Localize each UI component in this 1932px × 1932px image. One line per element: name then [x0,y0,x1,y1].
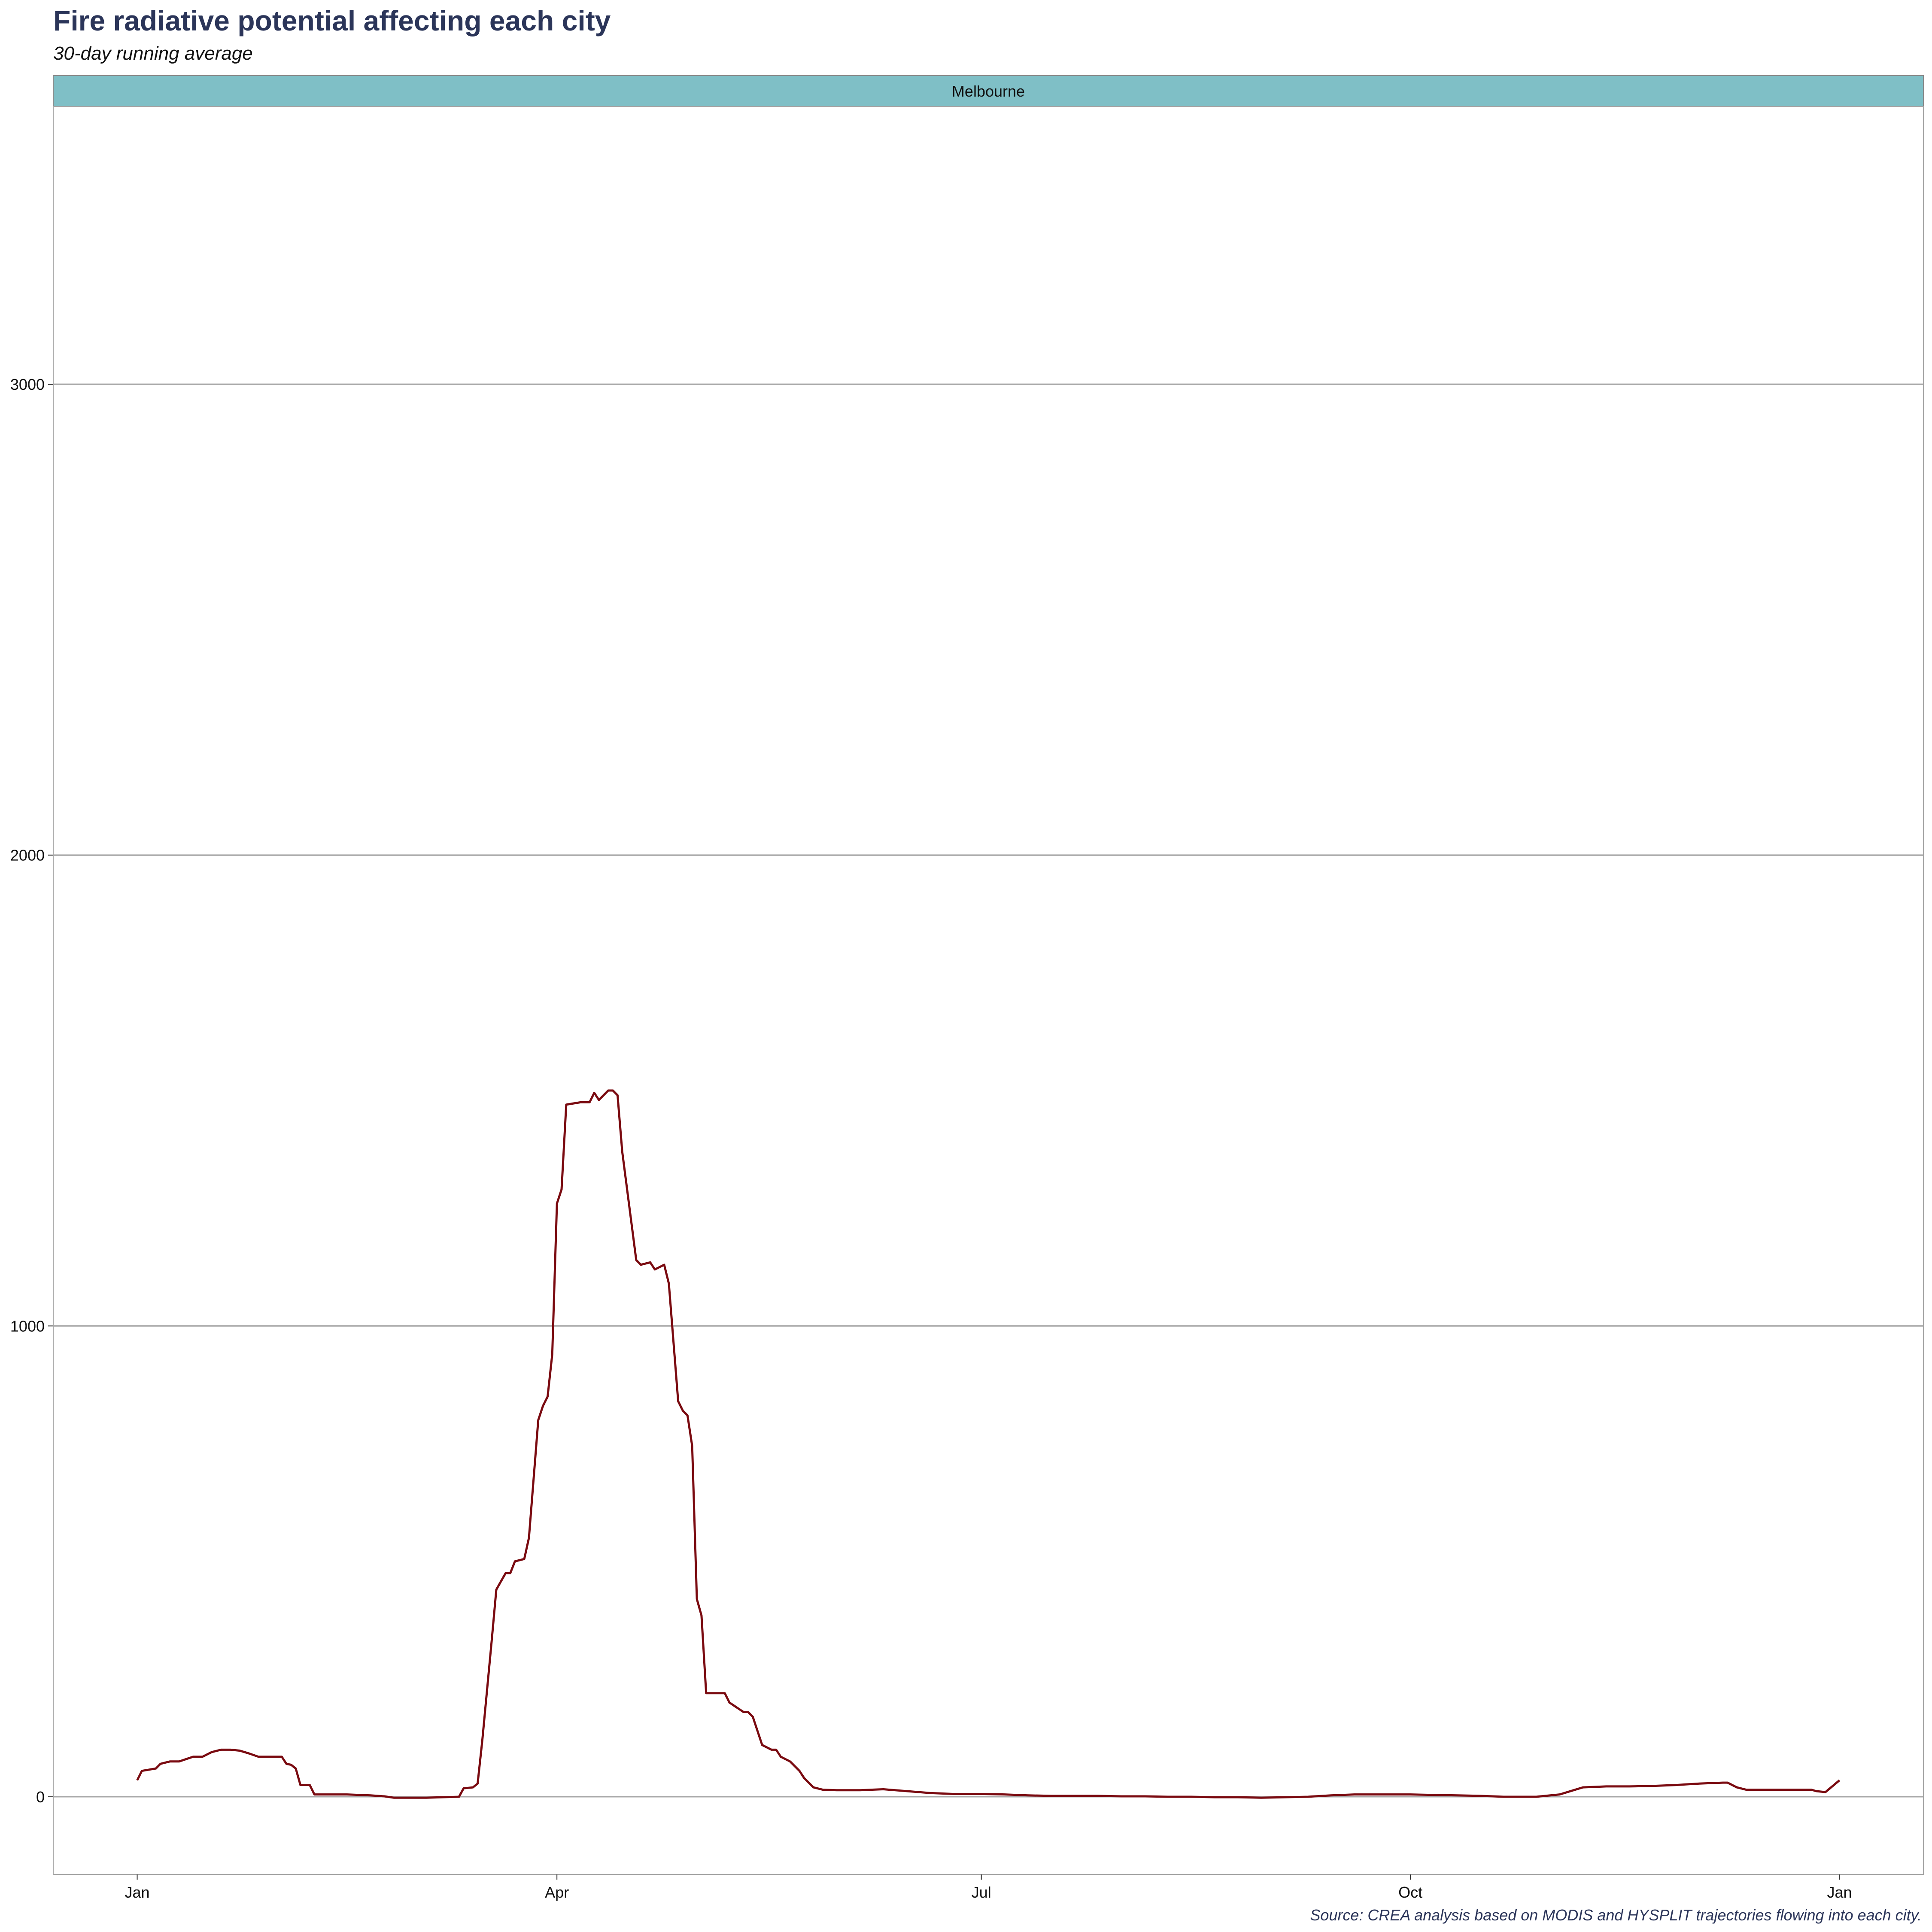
gridlines [53,383,1923,1798]
chart-title: Fire radiative potential affecting each … [53,5,611,36]
x-axis: Jan Apr Jul Oct Jan [125,1874,1852,1901]
series-layer [136,1089,1841,1799]
x-tick-label: Jul [972,1883,991,1901]
x-tick-label: Jan [1827,1883,1852,1901]
x-tick-label: Apr [545,1883,569,1901]
y-axis: 0 1000 2000 3000 [10,376,53,1806]
y-tick-label: 1000 [10,1317,45,1335]
chart-subtitle: 30-day running average [53,43,253,64]
y-tick-label: 0 [36,1788,45,1806]
y-tick-label: 3000 [10,376,45,393]
x-tick-label: Jan [125,1883,150,1901]
facet-strip-label: Melbourne [952,82,1025,100]
plot-panel [53,106,1924,1875]
x-tick-label: Oct [1398,1883,1422,1901]
source-caption: Source: CREA analysis based on MODIS and… [1310,1906,1922,1924]
series-line-0 [136,1089,1841,1799]
y-tick-label: 2000 [10,847,45,864]
